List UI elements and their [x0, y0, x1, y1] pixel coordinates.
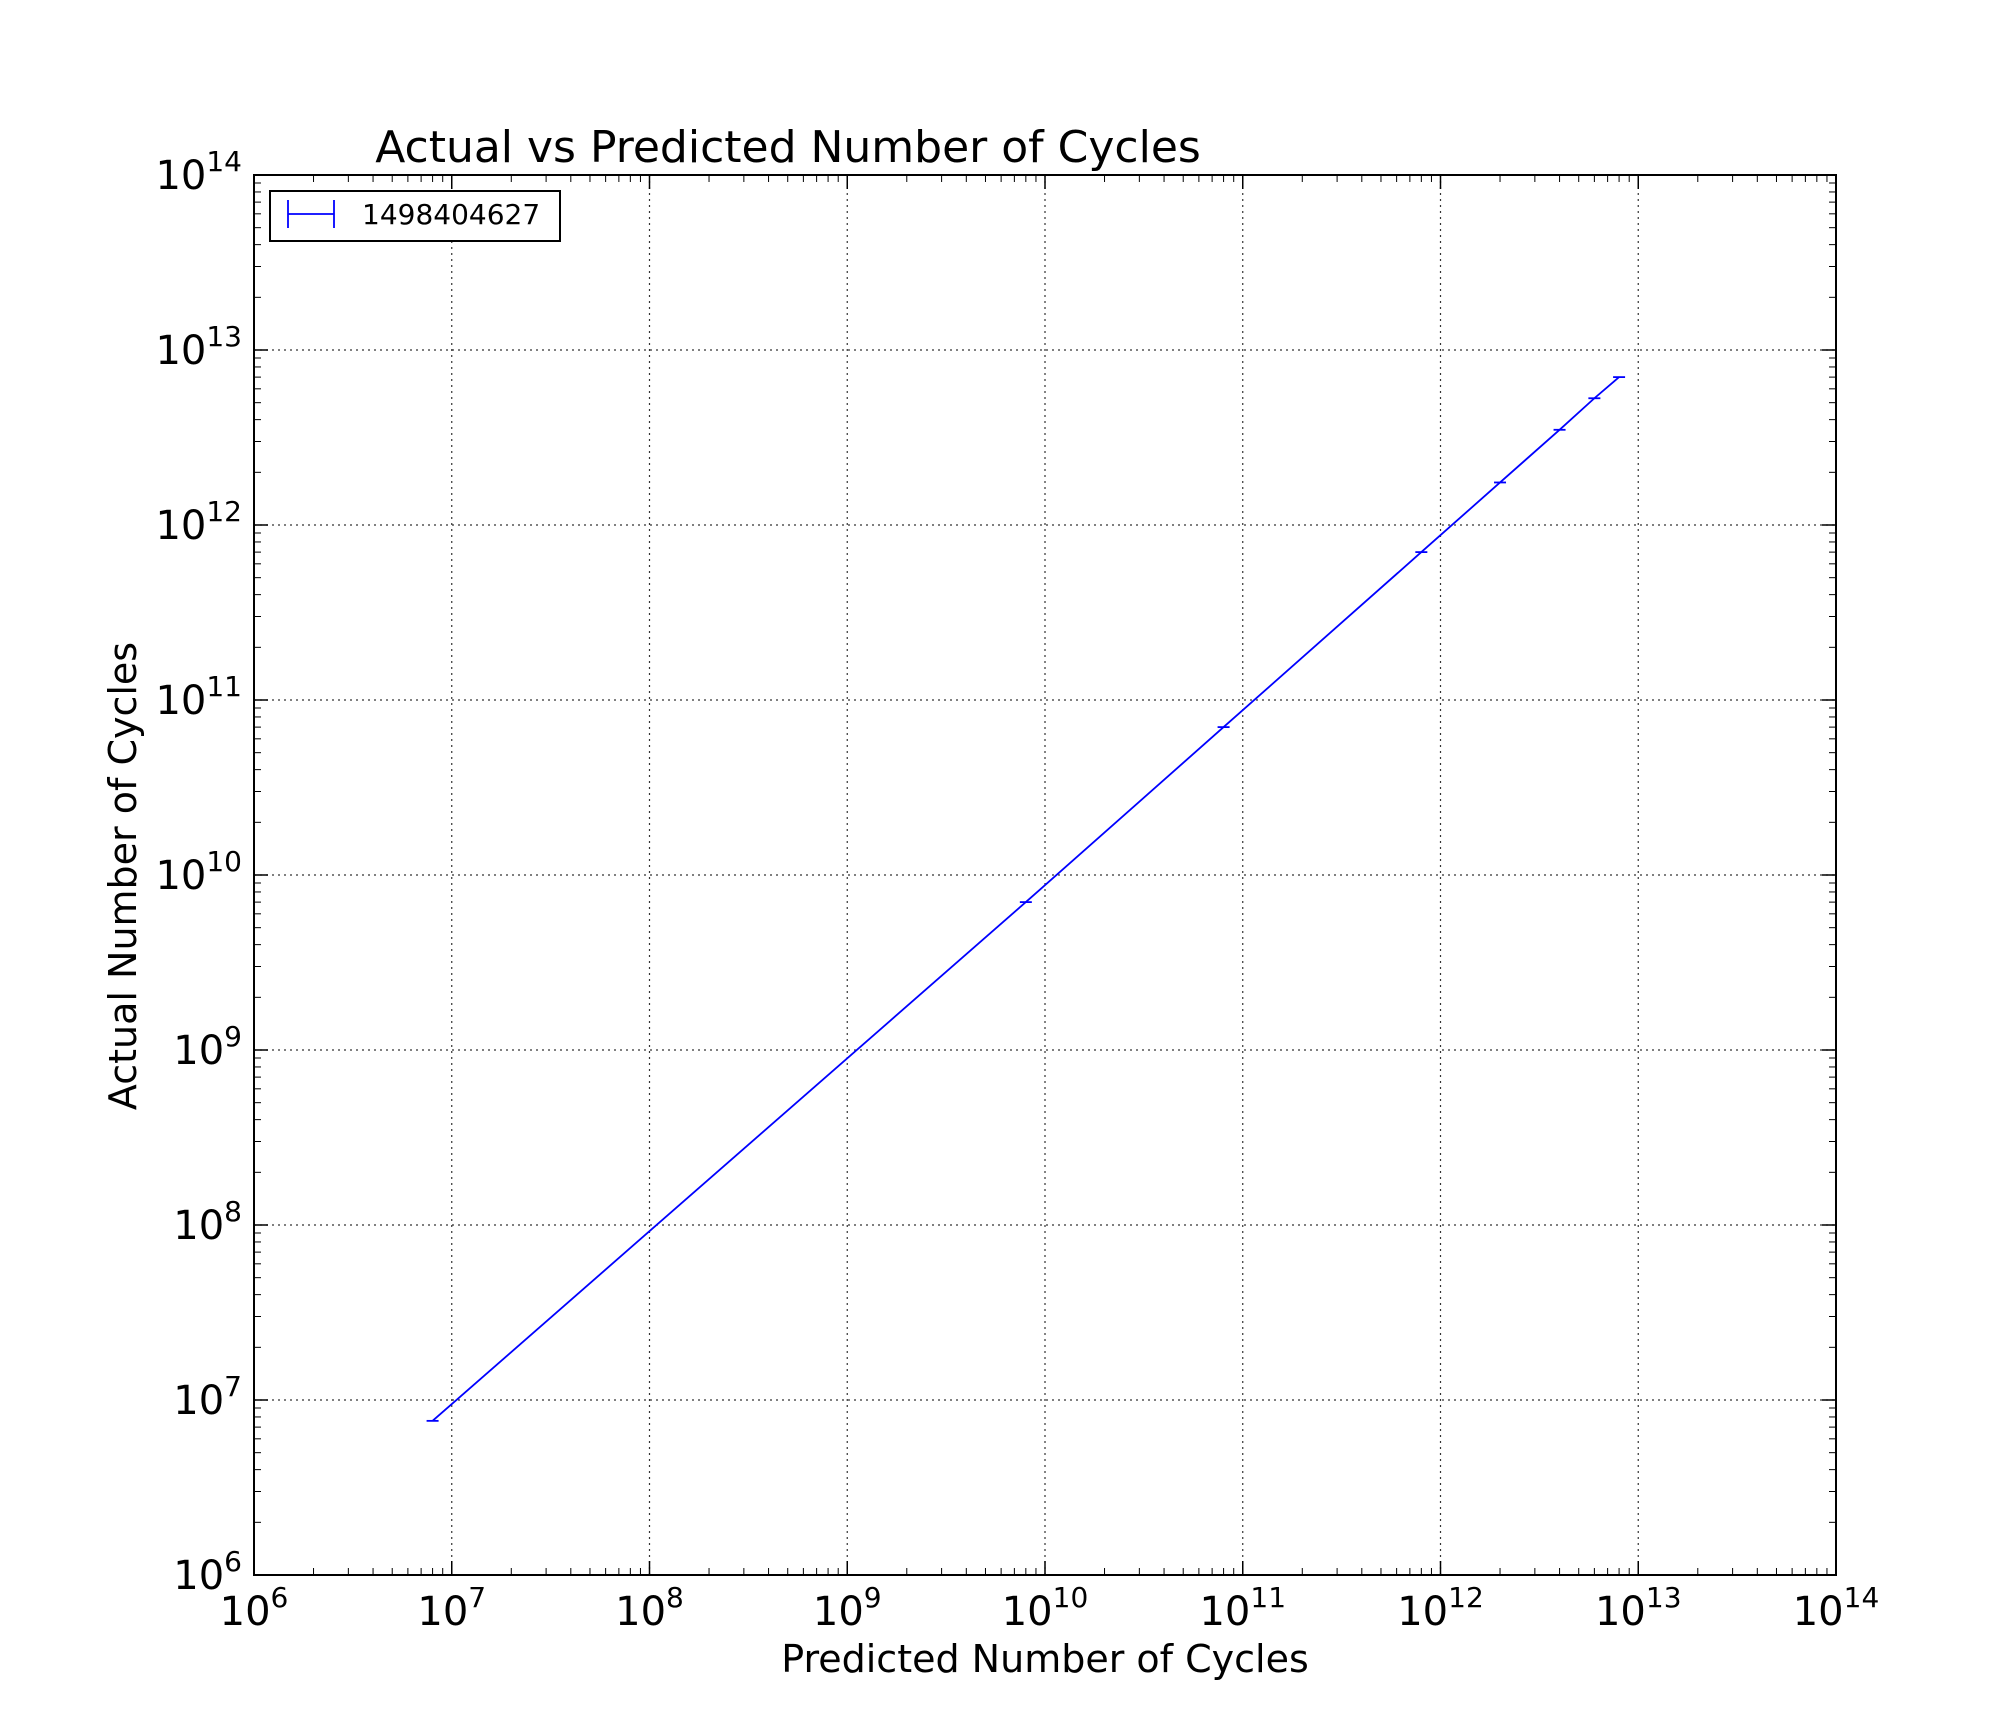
y-tick-label: 1011	[155, 670, 242, 724]
series-line	[431, 376, 1620, 1422]
x-tick-label: 106	[220, 1581, 289, 1635]
x-tick-label: 108	[615, 1581, 684, 1635]
plot-area-frame	[253, 174, 1837, 1576]
legend: 1498404627	[269, 190, 561, 242]
y-tick-label: 106	[173, 1545, 242, 1599]
legend-box	[269, 190, 561, 242]
x-tick-label: 107	[417, 1581, 486, 1635]
x-tick-label: 1013	[1595, 1581, 1682, 1635]
x-axis-label: Predicted Number of Cycles	[781, 1637, 1309, 1681]
y-axis-tick-labels: 106 107 108 109 1010 1011 1012 1013 1014	[155, 145, 242, 1599]
legend-entry-label: 1498404627	[362, 198, 540, 231]
y-tick-label: 108	[173, 1195, 242, 1249]
x-tick-label: 1010	[1002, 1581, 1089, 1635]
y-tick-label: 1014	[155, 145, 242, 199]
y-axis-label: Actual Number of Cycles	[101, 642, 145, 1110]
y-tick-label: 1012	[155, 495, 242, 549]
x-tick-label: 1012	[1397, 1581, 1484, 1635]
minor-ticks	[253, 174, 1837, 1576]
x-axis-tick-labels: 106 107 108 109 1010 1011 1012 1013 1014	[220, 1581, 1880, 1635]
x-tick-label: 1014	[1793, 1581, 1880, 1635]
y-tick-label: 1013	[155, 320, 242, 374]
y-tick-label: 107	[173, 1370, 242, 1424]
x-tick-label: 1011	[1199, 1581, 1286, 1635]
x-tick-label: 109	[813, 1581, 882, 1635]
legend-errorbar-swatch	[287, 200, 335, 228]
data-layer	[426, 376, 1626, 1422]
y-tick-label: 1010	[155, 845, 242, 899]
chart-title: Actual vs Predicted Number of Cycles	[375, 122, 1201, 173]
y-tick-label: 109	[173, 1020, 242, 1074]
